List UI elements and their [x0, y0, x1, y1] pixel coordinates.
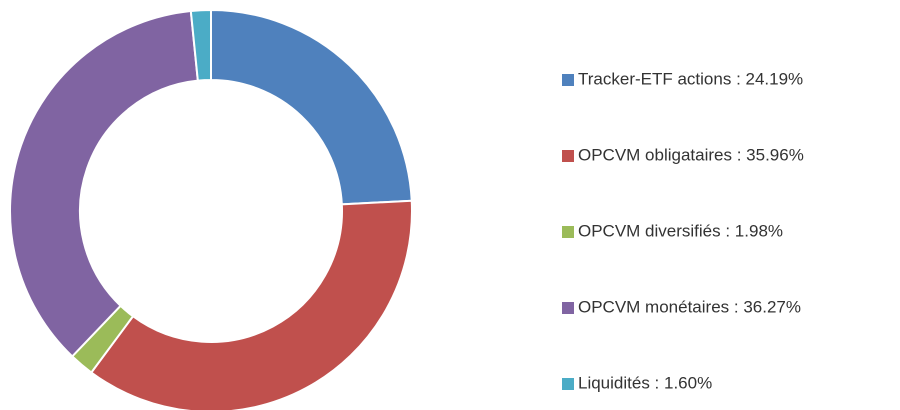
- legend-swatch: [562, 150, 574, 162]
- legend-swatch: [562, 226, 574, 238]
- legend-label: Liquidités : 1.60%: [578, 373, 712, 392]
- donut-slice: [89, 199, 413, 410]
- legend-label: Tracker-ETF actions : 24.19%: [578, 69, 803, 88]
- legend-label: OPCVM obligataires : 35.96%: [578, 145, 804, 164]
- donut-slice: [189, 8, 212, 82]
- legend-swatch: [562, 378, 574, 390]
- legend-label: OPCVM monétaires : 36.27%: [578, 297, 801, 316]
- legend-label: OPCVM diversifiés : 1.98%: [578, 221, 783, 240]
- donut-slice: [210, 8, 413, 206]
- legend-swatch: [562, 302, 574, 314]
- legend-swatch: [562, 74, 574, 86]
- donut-slice: [9, 9, 199, 358]
